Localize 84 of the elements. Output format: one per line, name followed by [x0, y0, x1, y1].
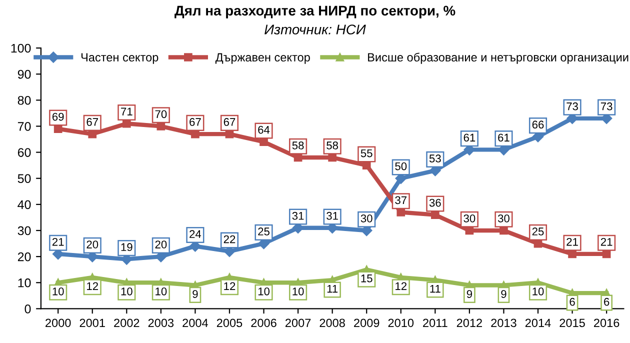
x-tick-label: 2015: [560, 318, 585, 328]
data-label: 31: [326, 212, 338, 220]
data-label: 9: [501, 290, 506, 298]
data-label: 10: [121, 287, 132, 296]
legend-label: Частен сектор: [81, 53, 158, 64]
y-tick-label: 0: [24, 304, 31, 314]
data-label: 6: [570, 298, 575, 306]
x-tick-label: 2001: [80, 318, 105, 328]
data-label: 12: [224, 282, 236, 290]
data-label: 53: [429, 154, 441, 162]
x-tick-label: 2010: [388, 318, 414, 328]
legend-label: Висше образование и нетърговски организации: [368, 52, 628, 64]
data-label: 25: [258, 228, 270, 236]
legend-label: Държавен сектор: [215, 53, 310, 64]
data-label: 70: [155, 110, 167, 118]
x-tick-label: 2013: [491, 318, 516, 328]
y-tick-label: 20: [18, 252, 31, 262]
y-tick-label: 30: [18, 226, 31, 236]
data-label: 30: [464, 214, 476, 222]
x-tick-label: 2014: [525, 318, 551, 328]
y-tick-label: 100: [11, 44, 31, 53]
data-label: 11: [327, 284, 338, 293]
data-label: 55: [360, 149, 372, 158]
data-label: 73: [566, 102, 578, 110]
data-label: 66: [532, 120, 544, 129]
x-tick-label: 2009: [354, 318, 380, 328]
data-label: 12: [396, 282, 407, 290]
y-tick-label: 40: [18, 200, 31, 210]
data-label: 21: [600, 238, 612, 246]
data-label: 67: [86, 118, 98, 126]
x-tick-label: 2004: [182, 318, 208, 328]
data-label: 73: [600, 102, 612, 110]
data-label: 58: [292, 142, 304, 150]
x-tick-label: 2011: [423, 318, 448, 328]
data-label: 6: [604, 298, 610, 306]
data-label: 67: [190, 118, 201, 126]
data-label: 61: [498, 134, 510, 142]
chart-subtitle: Източник: НСИ: [264, 24, 366, 34]
y-tick-label: 80: [18, 96, 31, 105]
data-label: 10: [532, 287, 544, 296]
data-label: 9: [466, 290, 472, 298]
x-tick-label: 2012: [456, 318, 482, 328]
data-label: 30: [360, 214, 372, 222]
data-label: 58: [326, 142, 338, 150]
x-tick-label: 2000: [46, 318, 71, 328]
data-label: 25: [532, 228, 544, 236]
data-label: 15: [361, 274, 372, 282]
x-tick-label: 2016: [594, 318, 620, 328]
data-label: 24: [190, 230, 202, 238]
data-label: 37: [395, 196, 407, 204]
y-tick-label: 90: [18, 70, 31, 79]
x-tick-label: 2002: [114, 318, 140, 328]
data-label: 36: [429, 198, 441, 207]
data-label: 69: [52, 112, 64, 121]
data-label: 20: [155, 240, 167, 248]
data-label: 21: [52, 238, 64, 246]
data-label: 10: [292, 287, 304, 296]
x-tick-label: 2007: [286, 318, 311, 328]
x-tick-label: 2005: [216, 318, 242, 328]
data-label: 61: [464, 134, 476, 142]
data-label: 10: [258, 287, 270, 296]
data-label: 20: [86, 240, 98, 248]
data-label: 64: [258, 126, 270, 134]
y-tick-label: 60: [18, 148, 31, 157]
data-label: 12: [87, 282, 98, 290]
data-label: 9: [192, 290, 198, 298]
data-label: 22: [224, 235, 236, 244]
y-tick-label: 50: [18, 174, 31, 184]
x-tick-label: 2008: [320, 318, 345, 328]
x-tick-label: 2006: [251, 318, 276, 328]
x-tick-label: 2003: [148, 318, 174, 328]
data-label: 30: [498, 214, 510, 222]
y-tick-label: 10: [18, 278, 31, 288]
data-label: 11: [430, 284, 440, 293]
data-label: 50: [395, 162, 407, 170]
data-label: 67: [224, 118, 236, 126]
data-label: 19: [121, 243, 132, 252]
data-label: 71: [121, 108, 132, 116]
data-label: 31: [292, 212, 304, 220]
data-label: 21: [566, 238, 578, 246]
y-tick-label: 70: [18, 122, 31, 131]
data-label: 10: [156, 287, 167, 296]
chart-title: Дял на разходите за НИРД по сектори, %: [174, 6, 456, 18]
data-label: 10: [52, 287, 64, 296]
